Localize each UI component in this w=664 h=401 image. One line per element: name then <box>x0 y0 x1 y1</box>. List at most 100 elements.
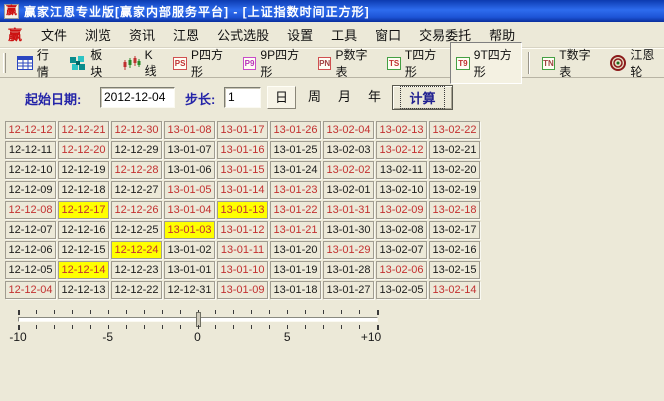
toolbar-button-9T四方形[interactable]: T9 9T四方形 <box>450 42 522 84</box>
menu-item-工具[interactable]: 工具 <box>331 28 358 43</box>
date-cell[interactable]: 13-01-02 <box>164 241 215 259</box>
date-cell[interactable]: 13-02-06 <box>376 261 427 279</box>
date-cell[interactable]: 12-12-16 <box>58 221 109 239</box>
toolbar-button-江恩轮[interactable]: 江恩轮 <box>604 42 664 84</box>
date-cell[interactable]: 13-01-21 <box>270 221 321 239</box>
date-cell[interactable]: 12-12-28 <box>111 161 162 179</box>
date-cell[interactable]: 13-02-02 <box>323 161 374 179</box>
date-cell[interactable]: 13-02-14 <box>429 281 480 299</box>
date-cell[interactable]: 13-02-05 <box>376 281 427 299</box>
date-cell[interactable]: 13-01-27 <box>323 281 374 299</box>
date-cell[interactable]: 12-12-08 <box>5 201 56 219</box>
date-cell[interactable]: 13-01-05 <box>164 181 215 199</box>
date-cell[interactable]: 13-02-13 <box>376 121 427 139</box>
date-cell[interactable]: 12-12-11 <box>5 141 56 159</box>
period-button-日[interactable]: 日 <box>267 86 296 109</box>
date-cell[interactable]: 13-01-19 <box>270 261 321 279</box>
menu-item-江恩[interactable]: 江恩 <box>173 28 200 43</box>
date-cell[interactable]: 13-01-31 <box>323 201 374 219</box>
date-cell[interactable]: 13-02-12 <box>376 141 427 159</box>
date-cell[interactable]: 13-01-10 <box>217 261 268 279</box>
date-cell[interactable]: 13-01-25 <box>270 141 321 159</box>
date-cell[interactable]: 13-01-06 <box>164 161 215 179</box>
date-cell[interactable]: 12-12-09 <box>5 181 56 199</box>
date-cell[interactable]: 13-02-10 <box>376 181 427 199</box>
menu-item-帮助[interactable]: 帮助 <box>489 28 516 43</box>
date-cell[interactable]: 13-02-03 <box>323 141 374 159</box>
date-cell[interactable]: 12-12-20 <box>58 141 109 159</box>
period-button-年[interactable]: 年 <box>367 89 381 104</box>
calculate-button[interactable]: 计算 <box>392 85 453 110</box>
date-cell[interactable]: 12-12-06 <box>5 241 56 259</box>
date-cell[interactable]: 13-01-13 <box>217 201 268 219</box>
date-cell[interactable]: 12-12-27 <box>111 181 162 199</box>
date-cell[interactable]: 12-12-17 <box>58 201 109 219</box>
date-cell[interactable]: 12-12-25 <box>111 221 162 239</box>
toolbar-button-T四方形[interactable]: TS T四方形 <box>381 42 447 84</box>
date-cell[interactable]: 13-02-17 <box>429 221 480 239</box>
date-cell[interactable]: 13-02-01 <box>323 181 374 199</box>
start-date-input[interactable]: 2012-12-04 <box>100 87 175 108</box>
toolbar-button-P四方形[interactable]: PS P四方形 <box>167 42 233 84</box>
date-cell[interactable]: 13-01-04 <box>164 201 215 219</box>
date-cell[interactable]: 13-02-11 <box>376 161 427 179</box>
date-cell[interactable]: 13-01-17 <box>217 121 268 139</box>
toolbar-button-9P四方形[interactable]: P9 9P四方形 <box>237 42 309 84</box>
date-cell[interactable]: 12-12-30 <box>111 121 162 139</box>
date-cell[interactable]: 13-01-01 <box>164 261 215 279</box>
toolbar-button-K线[interactable]: K线 <box>117 44 165 83</box>
date-cell[interactable]: 13-02-04 <box>323 121 374 139</box>
date-cell[interactable]: 13-01-18 <box>270 281 321 299</box>
date-cell[interactable]: 12-12-07 <box>5 221 56 239</box>
toolbar-button-T数字表[interactable]: TN T数字表 <box>536 42 602 84</box>
date-cell[interactable]: 12-12-19 <box>58 161 109 179</box>
date-cell[interactable]: 13-01-14 <box>217 181 268 199</box>
date-cell[interactable]: 12-12-21 <box>58 121 109 139</box>
date-cell[interactable]: 12-12-15 <box>58 241 109 259</box>
date-cell[interactable]: 13-02-15 <box>429 261 480 279</box>
date-cell[interactable]: 13-02-22 <box>429 121 480 139</box>
date-cell[interactable]: 12-12-13 <box>58 281 109 299</box>
date-cell[interactable]: 13-01-12 <box>217 221 268 239</box>
date-cell[interactable]: 13-02-18 <box>429 201 480 219</box>
date-cell[interactable]: 12-12-10 <box>5 161 56 179</box>
toolbar-button-行情[interactable]: 行情 <box>11 42 60 84</box>
date-cell[interactable]: 13-02-09 <box>376 201 427 219</box>
date-cell[interactable]: 13-02-16 <box>429 241 480 259</box>
date-cell[interactable]: 12-12-29 <box>111 141 162 159</box>
menu-item-窗口[interactable]: 窗口 <box>375 28 402 43</box>
date-cell[interactable]: 13-01-08 <box>164 121 215 139</box>
date-cell[interactable]: 12-12-31 <box>164 281 215 299</box>
date-cell[interactable]: 13-01-23 <box>270 181 321 199</box>
period-button-月[interactable]: 月 <box>337 89 351 104</box>
date-cell[interactable]: 13-01-24 <box>270 161 321 179</box>
date-cell[interactable]: 13-01-16 <box>217 141 268 159</box>
toolbar-button-P数字表[interactable]: PN P数字表 <box>312 42 378 84</box>
date-cell[interactable]: 12-12-22 <box>111 281 162 299</box>
period-button-周[interactable]: 周 <box>307 89 321 104</box>
date-cell[interactable]: 13-01-11 <box>217 241 268 259</box>
date-cell[interactable]: 12-12-04 <box>5 281 56 299</box>
menu-item-浏览[interactable]: 浏览 <box>85 28 112 43</box>
date-cell[interactable]: 13-02-19 <box>429 181 480 199</box>
date-cell[interactable]: 13-02-21 <box>429 141 480 159</box>
date-cell[interactable]: 13-02-07 <box>376 241 427 259</box>
date-cell[interactable]: 12-12-05 <box>5 261 56 279</box>
toolbar-button-板块[interactable]: 板块 <box>63 42 113 84</box>
menu-item-文件[interactable]: 文件 <box>41 28 68 43</box>
date-cell[interactable]: 12-12-12 <box>5 121 56 139</box>
date-cell[interactable]: 13-01-03 <box>164 221 215 239</box>
menu-item-设置[interactable]: 设置 <box>287 28 314 43</box>
date-cell[interactable]: 13-01-15 <box>217 161 268 179</box>
date-cell[interactable]: 13-01-22 <box>270 201 321 219</box>
date-cell[interactable]: 12-12-18 <box>58 181 109 199</box>
date-cell[interactable]: 13-01-09 <box>217 281 268 299</box>
date-cell[interactable]: 13-01-29 <box>323 241 374 259</box>
date-cell[interactable]: 13-01-26 <box>270 121 321 139</box>
date-cell[interactable]: 13-01-30 <box>323 221 374 239</box>
date-cell[interactable]: 13-01-07 <box>164 141 215 159</box>
menu-item-资讯[interactable]: 资讯 <box>129 28 156 43</box>
date-cell[interactable]: 12-12-14 <box>58 261 109 279</box>
step-input[interactable]: 1 <box>224 87 261 108</box>
date-cell[interactable]: 13-02-20 <box>429 161 480 179</box>
